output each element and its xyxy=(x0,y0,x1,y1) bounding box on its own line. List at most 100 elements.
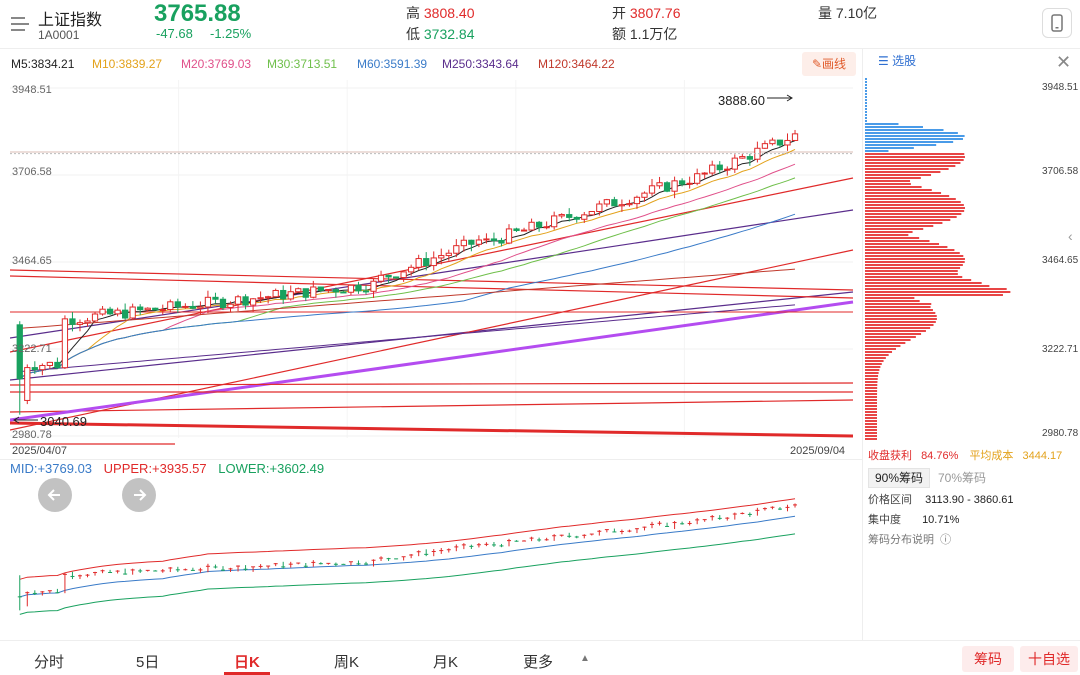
boll-mid-label: MID:+3769.03 xyxy=(10,461,93,476)
concentration-row: 集中度 10.71% xyxy=(868,511,959,527)
chip-bar xyxy=(865,435,877,437)
menu-icon[interactable] xyxy=(10,14,32,34)
chip-bar xyxy=(865,426,878,428)
chip-bar xyxy=(865,288,1007,290)
chip-bar xyxy=(865,162,961,164)
device-switch-button[interactable] xyxy=(1042,8,1072,38)
candle-body xyxy=(249,298,257,306)
date-start: 2025/04/07 xyxy=(12,445,68,457)
ma-line-20 xyxy=(19,163,796,380)
candle-body xyxy=(174,301,181,308)
chip-bar xyxy=(865,345,901,347)
candle-body xyxy=(114,309,121,315)
chip-bar xyxy=(865,267,961,269)
tab-chips-90[interactable]: 90%筹码 xyxy=(868,468,930,488)
chip-bar xyxy=(865,135,965,137)
chip-bar xyxy=(865,300,920,302)
chip-bar xyxy=(865,153,965,155)
chip-bar xyxy=(865,177,921,179)
chip-bar xyxy=(865,336,916,338)
chip-expand-icon[interactable]: ‹ xyxy=(1068,228,1073,244)
caret-up-icon[interactable]: ▲ xyxy=(580,653,590,664)
amount-label: 额 xyxy=(612,26,626,42)
candle-body xyxy=(302,288,309,298)
candle-body xyxy=(39,364,46,371)
panel-divider xyxy=(862,48,863,640)
candle-body xyxy=(257,297,264,300)
chip-bar xyxy=(865,411,878,413)
chip-bar xyxy=(865,240,930,242)
tab-monthly-k[interactable]: 月K xyxy=(433,654,459,671)
open-value: 3807.76 xyxy=(629,5,681,21)
candle-body xyxy=(498,239,505,244)
amount-value: 1.1万亿 xyxy=(629,26,678,42)
chip-bar xyxy=(865,438,877,440)
chip-bar xyxy=(865,141,954,143)
chip-bar xyxy=(865,297,915,299)
chip-bar xyxy=(865,81,867,83)
chips-button[interactable]: 筹码 xyxy=(962,646,1014,672)
tab-daily-k[interactable]: 日K xyxy=(234,654,260,671)
chip-bar xyxy=(865,402,878,404)
ma-line-60 xyxy=(19,213,796,380)
candle-body xyxy=(528,221,535,231)
stock-name: 上证指数 xyxy=(38,12,103,29)
candle-body xyxy=(648,185,656,194)
chip-bar xyxy=(865,168,949,170)
candle-body xyxy=(129,306,136,319)
date-end: 2025/09/04 xyxy=(790,445,846,457)
chip-bar xyxy=(865,381,878,383)
candle-body xyxy=(746,156,753,160)
chip-bar xyxy=(865,216,957,218)
chip-bar xyxy=(865,351,893,353)
candle-body xyxy=(596,203,603,213)
add-favorite-button[interactable]: 十自选 xyxy=(1020,646,1078,672)
candle-body xyxy=(46,361,54,366)
chip-bar xyxy=(865,252,960,254)
phone-icon xyxy=(1051,14,1063,32)
candle-body xyxy=(513,228,520,232)
candle-body xyxy=(99,308,106,315)
chip-y-mid1: 3706.58 xyxy=(1042,166,1079,177)
trend-line xyxy=(10,421,854,438)
draw-line-button[interactable]: ✎画线 xyxy=(802,52,856,76)
trend-line xyxy=(10,275,854,299)
tab-chips-70[interactable]: 70%筹码 xyxy=(937,471,987,485)
select-stock-button[interactable]: ☰ 选股 xyxy=(878,52,916,69)
avg-cost-label: 平均成本 xyxy=(969,450,1014,462)
chip-bar xyxy=(865,222,943,224)
active-tab-indicator xyxy=(224,672,270,675)
ma-legend: M5:3834.21 M10:3839.27 M20:3769.03 M30:3… xyxy=(0,50,860,78)
chip-bar xyxy=(865,150,889,152)
draw-line-label: 画线 xyxy=(822,57,847,71)
y-label-mid3: 3222.71 xyxy=(12,343,52,355)
kline-chart[interactable] xyxy=(10,80,855,460)
scroll-left-button[interactable] xyxy=(38,478,72,512)
chip-bar xyxy=(865,276,963,278)
scroll-right-button[interactable] xyxy=(122,478,156,512)
trend-line xyxy=(10,209,854,339)
chip-bar xyxy=(865,357,886,359)
candle-body xyxy=(227,303,234,308)
candle-body xyxy=(769,139,776,145)
tab-weekly-k[interactable]: 周K xyxy=(334,654,360,671)
candle-body xyxy=(678,180,686,185)
tab-intraday[interactable]: 分时 xyxy=(34,654,65,671)
open-label: 开 xyxy=(612,5,626,21)
chip-bar xyxy=(865,102,867,104)
candle-body xyxy=(340,291,347,294)
range-value: 3113.90 - 3860.61 xyxy=(925,494,1014,506)
tab-more[interactable]: 更多 xyxy=(523,654,554,671)
chip-bar xyxy=(865,207,965,209)
candle-body xyxy=(76,322,84,325)
close-icon[interactable]: ✕ xyxy=(1056,52,1072,72)
range-row: 价格区间 3113.90 - 3860.61 xyxy=(868,491,1014,507)
chip-help-link[interactable]: 筹码分布说明 ⓘ xyxy=(868,531,951,547)
chip-bar xyxy=(865,147,914,149)
chip-bar xyxy=(865,138,963,140)
tab-5day[interactable]: 5日 xyxy=(136,654,160,671)
chip-y-bottom: 2980.78 xyxy=(1042,428,1079,439)
chip-bar xyxy=(865,78,867,80)
chip-bar xyxy=(865,420,878,422)
pen-icon: ✎ xyxy=(811,57,823,71)
